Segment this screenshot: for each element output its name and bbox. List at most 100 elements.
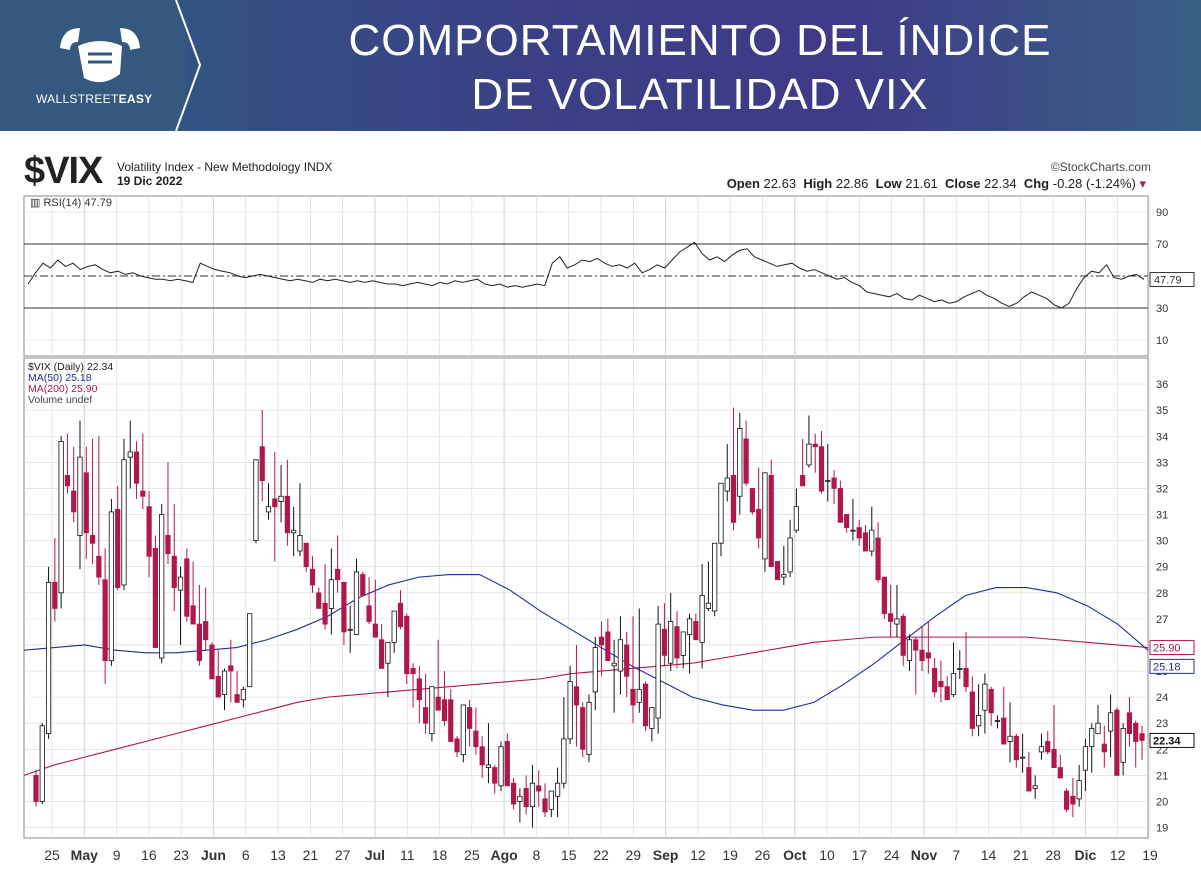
candle-down (988, 688, 994, 714)
candle-up (617, 639, 624, 672)
candle-down (774, 561, 781, 581)
price-y-tick: 23 (1156, 718, 1168, 730)
candle-up (636, 688, 642, 703)
candle-up (1007, 735, 1013, 742)
rsi-y-tick: 70 (1156, 239, 1168, 251)
candle-up (1120, 728, 1126, 763)
candle-up (253, 459, 259, 542)
x-tick-label: Jun (201, 847, 226, 863)
candle-up (994, 720, 1001, 723)
bull-fist-logo-icon (60, 28, 140, 83)
candle-down (932, 668, 938, 693)
candle-down (523, 788, 529, 808)
candle-down (234, 694, 240, 703)
candle-down (510, 782, 517, 805)
candle-down (165, 534, 171, 555)
candle-down (259, 446, 265, 482)
candle-up (793, 506, 799, 531)
candle-up (265, 506, 272, 513)
candle-down (140, 490, 146, 497)
candle-up (586, 701, 592, 755)
candle-down (102, 579, 108, 662)
candle-down (133, 451, 140, 484)
chart-source: ©StockCharts.com (1050, 160, 1151, 174)
ma200-last-label: 25.90 (1153, 643, 1181, 655)
candle-down (862, 532, 869, 552)
x-tick-label: 15 (561, 847, 577, 863)
candle-up (391, 610, 397, 643)
candle-up (1082, 746, 1089, 771)
chart-description: Volatility Index - New Methodology INDX (117, 160, 333, 174)
candle-up (655, 623, 661, 719)
candle-down (624, 644, 630, 677)
x-tick-label: 6 (242, 847, 250, 863)
candle-down (888, 613, 894, 622)
candle-up (1076, 780, 1082, 800)
close-last-label: 22.34 (1153, 735, 1181, 747)
x-tick-label: 7 (952, 847, 960, 863)
candle-down (492, 767, 498, 784)
candle-down (479, 746, 485, 766)
candle-down (542, 798, 548, 813)
candle-down (33, 774, 39, 802)
candle-down (504, 741, 510, 787)
candle-up (45, 581, 52, 735)
candle-down (196, 623, 202, 662)
price-y-tick: 30 (1156, 536, 1168, 548)
legend-entry: MA(50) 25.18 (28, 372, 92, 384)
price-y-tick: 27 (1156, 614, 1168, 626)
candle-up (957, 668, 963, 670)
candle-up (108, 511, 115, 662)
candle-up (240, 688, 246, 701)
x-tick-label: 19 (722, 847, 738, 863)
candle-down (674, 626, 680, 659)
ma50-last-label: 25.18 (1153, 661, 1181, 673)
x-tick-label: 25 (464, 847, 480, 863)
x-tick-label: May (71, 847, 98, 863)
candle-up (353, 571, 360, 635)
candle-down (1070, 795, 1076, 805)
candle-down (730, 474, 737, 523)
candle-down (215, 675, 221, 698)
candle-down (812, 443, 818, 448)
chart-symbol: $VIX (24, 150, 103, 192)
candle-down (831, 477, 837, 489)
candle-down (441, 699, 448, 722)
rsi-title: ▥ RSI(14) 47.79 (30, 197, 112, 209)
candle-down (171, 555, 177, 588)
x-tick-label: 18 (432, 847, 448, 863)
candle-up (982, 683, 988, 711)
candle-down (818, 446, 825, 492)
candle-down (372, 623, 378, 638)
rsi-last-box (1149, 272, 1195, 288)
candle-up (649, 707, 655, 729)
candle-up (686, 618, 693, 635)
candle-down (473, 730, 479, 748)
x-tick-label: Dic (1075, 847, 1097, 863)
candle-down (397, 602, 404, 628)
candle-down (963, 668, 969, 688)
candle-up (159, 514, 165, 659)
x-tick-label: Nov (911, 847, 938, 863)
candle-up (1020, 756, 1026, 759)
candle-down (573, 686, 580, 706)
logo-panel: WALLSTREETEASY (0, 0, 185, 131)
candle-down (454, 738, 460, 753)
candle-up (554, 782, 561, 797)
rsi-y-tick: 30 (1156, 303, 1168, 315)
candle-down (360, 574, 366, 596)
candle-down (448, 699, 454, 742)
candle-down (322, 602, 328, 625)
x-tick-label: 17 (852, 847, 868, 863)
candle-down (1001, 717, 1007, 745)
price-y-tick: 24 (1156, 692, 1168, 704)
candle-down (335, 568, 341, 581)
candle-up (247, 613, 253, 688)
candle-up (485, 764, 492, 768)
candle-down (190, 605, 196, 625)
candle-down (64, 474, 71, 487)
candle-up (950, 673, 957, 695)
candle-down (1057, 767, 1063, 779)
candle-down (800, 474, 806, 487)
